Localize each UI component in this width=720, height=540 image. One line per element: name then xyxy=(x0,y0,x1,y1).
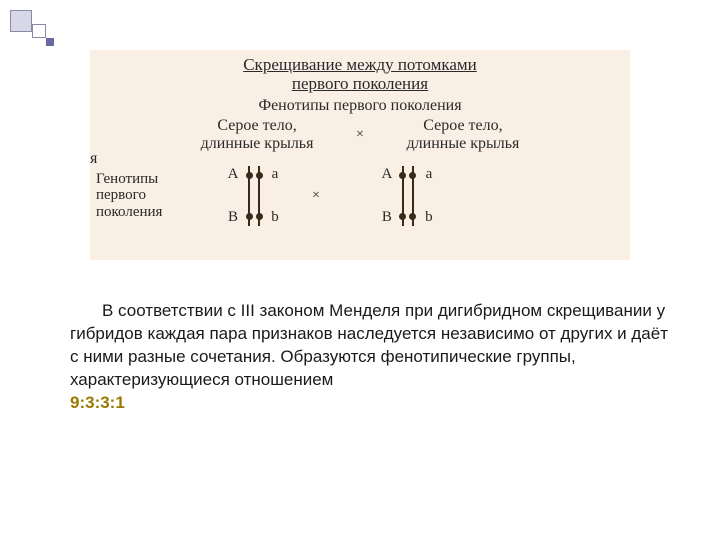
deco-square-large xyxy=(10,10,32,32)
allele-right-outer: A B xyxy=(380,166,394,226)
allele-left-inner: a b xyxy=(268,166,282,226)
allele-a: a xyxy=(268,166,282,183)
chromosome-icon xyxy=(248,166,250,226)
genotype-label: Генотипы первого поколения xyxy=(96,171,196,221)
stray-char: я xyxy=(90,150,97,168)
diagram-subtitle: Фенотипы первого поколения xyxy=(90,97,630,115)
allele-A: A xyxy=(226,166,240,183)
cross-symbol-mid: × xyxy=(312,188,320,204)
chromosome-icon xyxy=(258,166,260,226)
geno-label-l2: первого xyxy=(96,187,146,203)
pheno-left-l1: Серое тело, xyxy=(217,117,296,134)
diagram-title-l1: Скрещивание между потомками xyxy=(243,55,477,74)
genotype-left: A B a b xyxy=(226,161,282,231)
diagram-title: Скрещивание между потомками первого поко… xyxy=(90,50,630,93)
ratio-highlight: 9:3:3:1 xyxy=(70,393,125,412)
deco-square-medium xyxy=(32,24,46,38)
allele-b: b xyxy=(422,209,436,226)
chromosome-icon xyxy=(412,166,414,226)
genotype-row: Генотипы первого поколения A B a b × A B xyxy=(90,161,630,231)
phenotype-right: Серое тело, длинные крылья xyxy=(378,117,548,152)
phenotype-row: Серое тело, длинные крылья × Серое тело,… xyxy=(90,117,630,152)
genotype-right: A B a b xyxy=(380,161,436,231)
phenotype-left: Серое тело, длинные крылья xyxy=(172,117,342,152)
allele-a: a xyxy=(422,166,436,183)
allele-B: B xyxy=(226,209,240,226)
geno-label-l1: Генотипы xyxy=(96,171,158,187)
pheno-left-l2: длинные крылья xyxy=(201,135,314,152)
allele-B: B xyxy=(380,209,394,226)
geno-label-l3: поколения xyxy=(96,204,162,220)
allele-left-outer: A B xyxy=(226,166,240,226)
cross-symbol-top: × xyxy=(356,127,364,143)
allele-right-inner: a b xyxy=(422,166,436,226)
chromosome-icon xyxy=(402,166,404,226)
allele-A: A xyxy=(380,166,394,183)
allele-b: b xyxy=(268,209,282,226)
deco-square-small xyxy=(46,38,54,46)
pheno-right-l2: длинные крылья xyxy=(407,135,520,152)
pheno-right-l1: Серое тело, xyxy=(423,117,502,134)
genetics-diagram: я Скрещивание между потомками первого по… xyxy=(90,50,630,260)
paragraph-text: В соответствии с III законом Менделя при… xyxy=(70,300,670,392)
diagram-title-l2: первого поколения xyxy=(292,74,428,93)
explanation-paragraph: В соответствии с III законом Менделя при… xyxy=(70,300,670,415)
